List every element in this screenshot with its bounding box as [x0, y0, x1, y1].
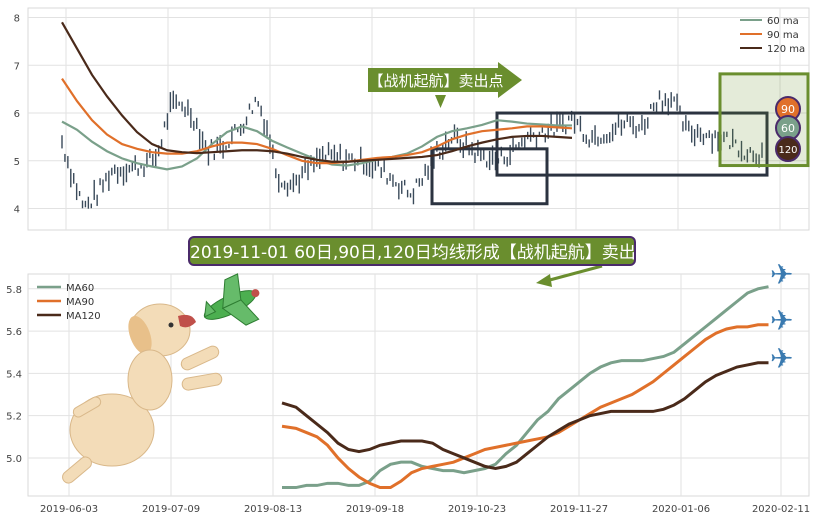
top-series-line-2: [61, 78, 573, 165]
bottom-legend: MA60 MA90 MA120: [37, 283, 101, 322]
bottom-y-tick-label: 5.0: [6, 454, 22, 465]
bottom-x-tick-labels: 2019-06-03 2019-07-09 2019-08-13 2019-09-18…: [40, 504, 810, 515]
dog-illustration-icon: [62, 303, 223, 484]
sell-signal-banner: 2019-11-01 60日,90日,120日均线形成【战机起航】卖出点: [188, 236, 653, 266]
bottom-series-line-3: [281, 361, 769, 471]
legend-label-ma60: MA60: [66, 283, 94, 294]
callout-pointer-icon: [435, 95, 446, 108]
bottom-series-line-2: [281, 323, 769, 490]
bottom-y-tick-label: 5.2: [6, 412, 22, 423]
top-y-tick-label: 8: [14, 14, 20, 25]
top-y-tick-label: 5: [14, 157, 20, 168]
bottom-chart-panel: 5.85.65.45.25.0 2019-06-03 2019-07-09 2019…: [6, 258, 810, 515]
badge-90-label: 90: [781, 103, 795, 116]
top-y-tick-label: 6: [14, 109, 20, 120]
legend-label-60ma: 60 ma: [767, 16, 799, 27]
top-legend: 60 ma 90 ma 120 ma: [740, 16, 805, 55]
ma-badges: 90 60 120: [775, 96, 801, 162]
legend-label-120ma: 120 ma: [767, 44, 805, 55]
bottom-moving-average-lines: [281, 285, 769, 490]
annotation-box: [495, 111, 769, 177]
callout-arrow-shape: [368, 62, 522, 98]
bottom-x-tick-label: 2019-09-18: [346, 504, 404, 515]
top-y-tick-label: 4: [14, 205, 20, 216]
top-chart-panel: 4 5 6 7 8 【战机起航】卖出点 60 ma 90 ma 120 ma: [14, 7, 810, 231]
badge-120-icon: [775, 136, 801, 162]
top-plot-area: [27, 7, 810, 231]
airplane-icon-ma60: ✈: [770, 258, 793, 291]
bottom-y-tick-label: 5.4: [6, 369, 22, 380]
airplane-icon-ma120: ✈: [770, 342, 793, 375]
bottom-y-tick-label: 5.6: [6, 327, 22, 338]
legend-label-90ma: 90 ma: [767, 30, 799, 41]
badge-60-label: 60: [781, 122, 795, 135]
bottom-x-tick-label: 2019-08-13: [244, 504, 302, 515]
green-airplane-icon: [203, 273, 260, 326]
callout-label: 【战机起航】卖出点: [368, 72, 503, 90]
bottom-y-tick-label: 5.8: [6, 285, 22, 296]
pointer-arrow-shaft: [545, 264, 603, 283]
legend-label-ma90: MA90: [66, 297, 94, 308]
top-moving-average-lines: [61, 21, 573, 171]
top-series-line-3: [61, 21, 573, 163]
top-y-tick-labels: 4 5 6 7 8: [14, 14, 20, 216]
bottom-x-tick-label: 2019-07-09: [142, 504, 200, 515]
annotation-box: [430, 147, 549, 206]
bottom-x-tick-label: 2019-11-27: [550, 504, 608, 515]
top-grid: [28, 8, 809, 230]
bottom-x-tick-label: 2020-02-11: [752, 504, 810, 515]
pointer-arrow: [536, 264, 603, 287]
bottom-x-tick-label: 2019-06-03: [40, 504, 98, 515]
bottom-x-tick-label: 2019-10-23: [448, 504, 506, 515]
airplane-icon-ma90: ✈: [770, 304, 793, 337]
pointer-arrow-head-icon: [536, 274, 552, 287]
badge-120-label: 120: [778, 145, 797, 156]
bottom-x-tick-label: 2020-01-06: [652, 504, 710, 515]
sell-signal-callout: 【战机起航】卖出点: [368, 62, 522, 108]
legend-label-ma120: MA120: [66, 311, 101, 322]
bottom-y-tick-labels: 5.8 5.6 5.4 5.2 5.0: [6, 285, 22, 465]
top-y-tick-label: 7: [14, 61, 20, 72]
